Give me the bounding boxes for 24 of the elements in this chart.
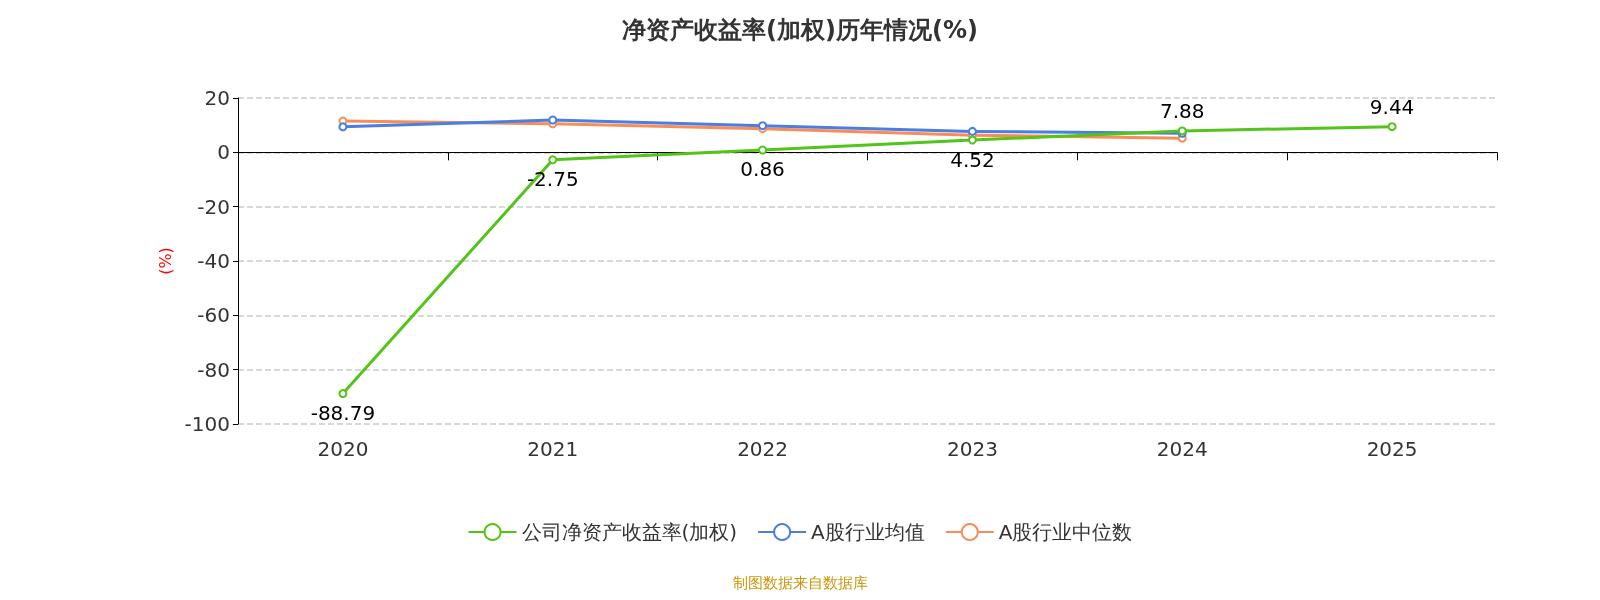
x-tick-label: 2025 — [1366, 437, 1418, 461]
y-tick-label: -100 — [184, 412, 230, 436]
y-tick-label: -20 — [197, 194, 230, 219]
y-axis-title: (%) — [156, 247, 176, 275]
y-tick-label: -40 — [197, 249, 230, 273]
y-tick-label: 0 — [217, 140, 230, 165]
legend-label: A股行业均值 — [811, 520, 925, 544]
data-label: 9.44 — [1369, 95, 1415, 120]
data-label: 7.88 — [1159, 99, 1205, 124]
y-tick-label: 20 — [204, 86, 230, 110]
legend-label: A股行业中位数 — [998, 520, 1133, 544]
data-label: 0.86 — [740, 157, 785, 182]
chart-title: 净资产收益率(加权)历年情况(%) — [622, 16, 978, 44]
y-tick-label: -60 — [197, 303, 230, 328]
text: 制图数据来自数据库 — [732, 573, 868, 592]
data-label: 4.52 — [950, 147, 995, 172]
legend-label: 公司净资产收益率(加权) — [521, 520, 738, 544]
y-tick-label: -80 — [197, 357, 230, 382]
x-tick-label: 2023 — [946, 437, 998, 461]
x-tick-label: 2022 — [737, 437, 789, 461]
x-tick-label: 2024 — [1156, 437, 1208, 461]
x-tick-label: 2020 — [317, 437, 369, 461]
data-label: -88.79 — [310, 401, 376, 426]
x-tick-label: 2021 — [527, 437, 579, 461]
